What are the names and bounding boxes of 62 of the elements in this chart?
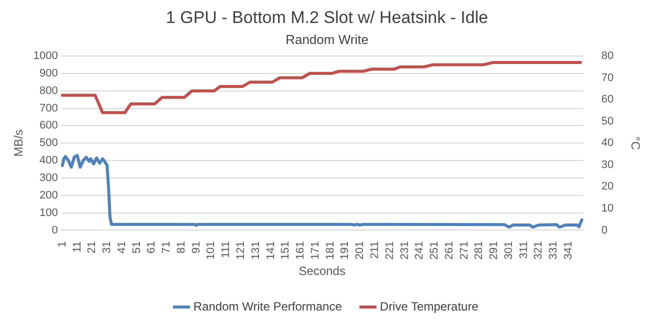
x-tick-label: 331 [548, 241, 560, 260]
x-tick-label: 271 [458, 241, 470, 260]
y-tick-label: 0 [52, 224, 58, 236]
x-tick-label: 161 [294, 241, 307, 260]
y-axis-title: MB/s [12, 129, 26, 157]
x-tick-label: 181 [324, 241, 336, 260]
x-tick-label: 201 [354, 241, 366, 260]
y-tick-label: 1000 [33, 50, 58, 62]
x-tick-label: 211 [368, 241, 381, 259]
x-tick-label: 101 [205, 241, 218, 260]
x-tick-label: 81 [175, 241, 188, 254]
x-tick-label: 51 [130, 241, 143, 254]
x-tick-label: 321 [532, 241, 545, 260]
y2-tick-label: 30 [601, 158, 614, 171]
y-tick-label: 500 [40, 137, 58, 150]
y-tick-label: 900 [40, 67, 58, 80]
x-tick-label: 231 [398, 241, 411, 260]
legend-label: Drive Temperature [380, 299, 479, 314]
x-tick-label: 71 [160, 241, 173, 254]
x-tick-label: 341 [562, 241, 575, 260]
y2-tick-label: 80 [601, 50, 614, 62]
chart-subtitle: Random Write [286, 32, 368, 47]
y2-tick-label: 40 [601, 137, 614, 150]
x-tick-label: 281 [473, 241, 486, 260]
chart-title: 1 GPU - Bottom M.2 Slot w/ Heatsink - Idle [166, 8, 488, 27]
x-tick-label: 301 [502, 241, 515, 260]
y-tick-label: 200 [40, 189, 58, 202]
x-tick-label: 191 [339, 241, 352, 260]
x-tick-label: 141 [264, 241, 277, 260]
y-tick-label: 300 [40, 172, 58, 184]
x-tick-label: 1 [56, 241, 68, 248]
y2-tick-label: 60 [601, 94, 614, 106]
y2-axis-title: °C [628, 136, 642, 150]
y-tick-label: 100 [40, 206, 58, 219]
y2-tick-label: 10 [601, 202, 614, 214]
x-axis-title: Seconds [298, 264, 346, 278]
x-tick-label: 261 [443, 241, 456, 260]
y-tick-label: 800 [40, 84, 58, 97]
x-tick-label: 111 [220, 241, 232, 258]
x-tick-label: 151 [280, 241, 292, 260]
x-tick-label: 11 [71, 241, 84, 253]
x-tick-label: 131 [250, 241, 262, 260]
y2-tick-label: 20 [601, 180, 614, 193]
y-tick-label: 700 [40, 102, 58, 114]
y-tick-label: 600 [40, 120, 58, 132]
legend-label: Random Write Performance [193, 299, 342, 314]
x-tick-label: 241 [414, 241, 426, 260]
x-tick-label: 311 [518, 241, 530, 259]
y-tick-label: 400 [40, 154, 58, 167]
x-tick-label: 41 [116, 241, 128, 254]
x-tick-label: 221 [384, 241, 396, 260]
x-tick-label: 121 [235, 241, 248, 260]
x-tick-label: 171 [309, 241, 322, 260]
y2-tick-label: 50 [601, 115, 614, 128]
x-tick-label: 251 [428, 241, 441, 260]
x-tick-label: 31 [101, 241, 114, 254]
y2-tick-label: 70 [601, 72, 614, 84]
x-tick-label: 291 [488, 241, 500, 260]
y2-tick-label: 0 [601, 224, 608, 236]
x-tick-label: 21 [86, 241, 98, 254]
x-tick-label: 61 [146, 241, 158, 254]
x-tick-label: 91 [190, 241, 202, 254]
